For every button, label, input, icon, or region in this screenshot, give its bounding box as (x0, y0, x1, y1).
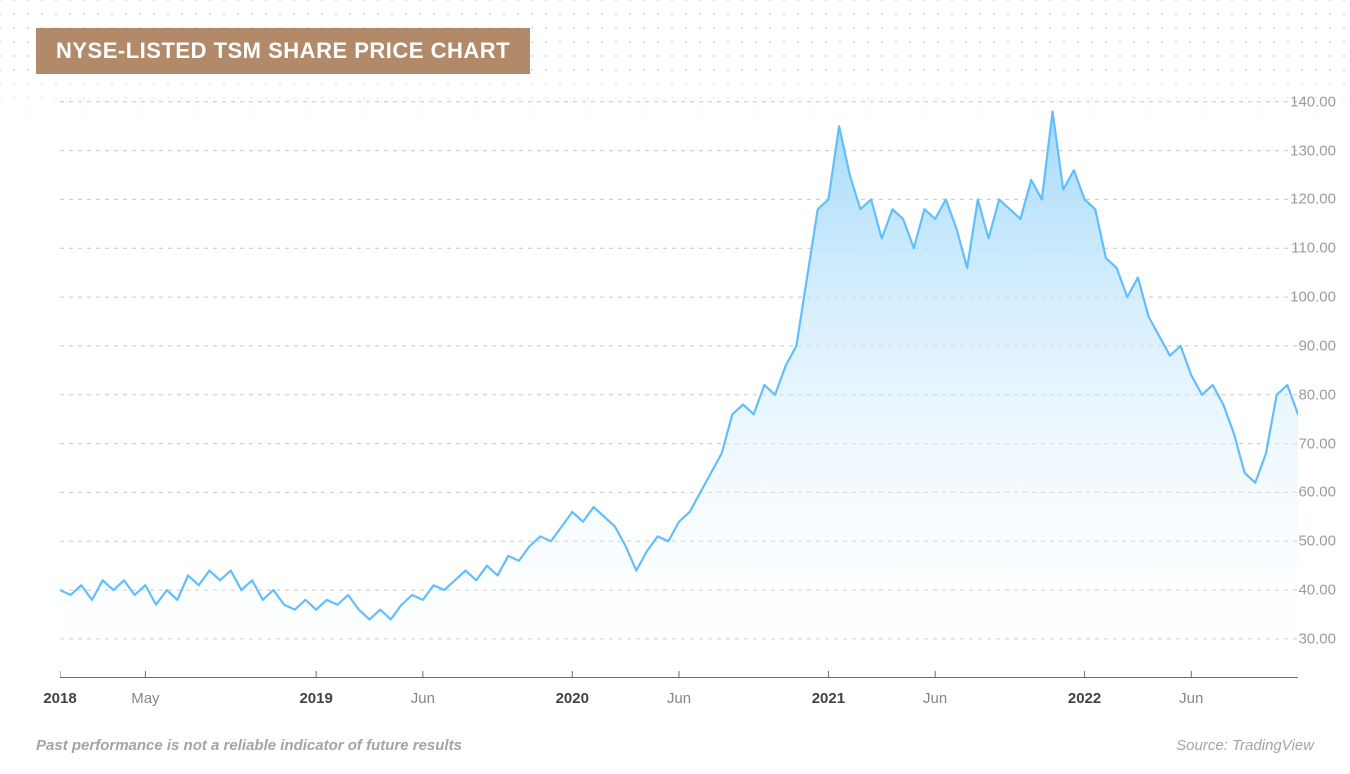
y-axis-tick-label: 140.00 (1290, 93, 1336, 110)
y-axis-tick-label: 130.00 (1290, 142, 1336, 159)
area-fill (60, 112, 1298, 678)
y-axis-tick-label: 90.00 (1298, 337, 1336, 354)
y-axis-tick-label: 40.00 (1298, 582, 1336, 599)
chart-footer: Past performance is not a reliable indic… (36, 737, 1314, 754)
y-axis-tick-label: 50.00 (1298, 533, 1336, 550)
x-axis-tick-label: Jun (923, 690, 947, 707)
x-axis-tick-label: 2018 (43, 690, 76, 707)
y-axis-labels: 30.00 40.00 50.00 60.00 70.00 80.00 90.00 100.0… (1276, 92, 1336, 678)
y-axis-tick-label: 110.00 (1291, 240, 1336, 257)
x-axis-labels: 2018May2019Jun2020Jun2021Jun2022Jun (60, 690, 1298, 716)
x-axis-tick-label: May (131, 690, 159, 707)
x-axis-tick-label: Jun (1179, 690, 1203, 707)
x-axis-tick-label: Jun (667, 690, 691, 707)
chart-title-badge: NYSE-LISTED TSM SHARE PRICE CHART (36, 28, 530, 74)
chart-plot-area (60, 92, 1298, 678)
x-axis-tick-label: 2020 (556, 690, 589, 707)
y-axis-tick-label: 60.00 (1298, 484, 1336, 501)
x-axis-tick-label: 2022 (1068, 690, 1101, 707)
y-axis-tick-label: 70.00 (1298, 435, 1336, 452)
area-chart-svg (60, 92, 1298, 678)
source-text: Source: TradingView (1176, 737, 1314, 754)
y-axis-tick-label: 120.00 (1290, 191, 1336, 208)
x-axis-tick-label: 2021 (812, 690, 845, 707)
y-axis-tick-label: 30.00 (1298, 630, 1336, 647)
chart-title-text: NYSE-LISTED TSM SHARE PRICE CHART (56, 38, 510, 63)
x-axis-tick-label: Jun (411, 690, 435, 707)
y-axis-tick-label: 80.00 (1298, 386, 1336, 403)
x-axis-tick-label: 2019 (299, 690, 332, 707)
y-axis-tick-label: 100.00 (1290, 289, 1336, 306)
disclaimer-text: Past performance is not a reliable indic… (36, 737, 462, 754)
